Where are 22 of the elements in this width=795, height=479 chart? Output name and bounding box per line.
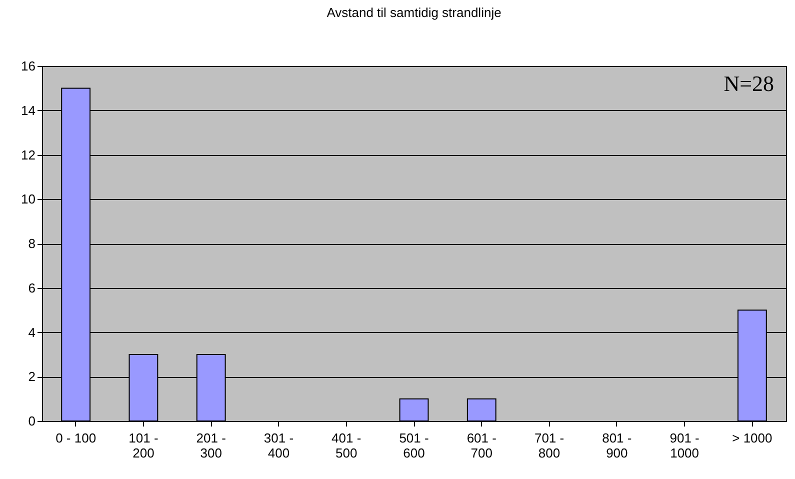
y-tick-label: 4 [28,324,36,340]
y-tick-label: 12 [21,147,36,162]
x-tick-label: 501 - 600 [399,430,429,460]
annotation: N=28 [724,71,774,96]
y-tick-label: 0 [28,414,36,428]
y-tick-label: 16 [21,58,36,74]
y-tick-label: 2 [28,369,36,384]
x-tick-label: 401 - 500 [332,430,362,460]
x-tick-label: 101 - 200 [128,430,158,460]
y-tick-label: 14 [21,102,36,118]
x-tick-label: 901 - 1000 [670,430,700,460]
x-tick-label: 601 - 700 [466,430,496,460]
y-tick-label: 8 [28,236,36,251]
x-tick-label: 801 - 900 [602,430,632,460]
y-tick-label: 10 [21,192,36,207]
x-tick-label: 701 - 800 [534,430,564,460]
x-tick-label: > 1000 [732,430,772,446]
x-tick-label: 0 - 100 [56,430,96,446]
y-tick-label: 6 [28,280,36,296]
x-tick-label: 301 - 400 [264,430,294,460]
x-tick-label: 201 - 300 [196,430,226,460]
chart-title: Avstand til samtidig strandlinje [326,5,502,20]
